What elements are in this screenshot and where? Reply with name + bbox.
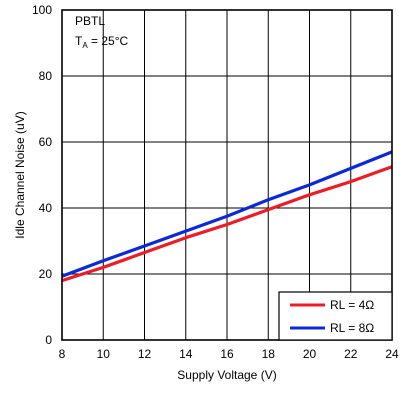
x-tick-label: 14: [179, 347, 193, 361]
tick-labels: 8 10 12 14 16 18 20 22 24 0 20 40 60 80 100: [32, 3, 399, 361]
legend: RL = 4Ω RL = 8Ω: [278, 291, 393, 341]
x-tick-label: 8: [59, 347, 66, 361]
y-axis-label: Idle Channel Noise (uV): [13, 111, 27, 238]
annotation-line-1: PBTL: [75, 14, 105, 28]
series-line-0: [61, 165, 393, 283]
x-tick-label: 12: [138, 347, 152, 361]
x-tick-label: 22: [344, 347, 358, 361]
annotation-subscript: A: [82, 41, 88, 50]
series-line-1: [61, 150, 393, 278]
annotation-t: T: [75, 34, 83, 48]
x-tick-label: 10: [97, 347, 111, 361]
legend-box: [278, 291, 393, 341]
annotation-line-2: TA = 25°C: [75, 34, 129, 50]
series-lines: [61, 150, 393, 283]
y-tick-label: 80: [39, 69, 53, 83]
plot-frame: [61, 9, 393, 341]
legend-label-8ohm: RL = 8Ω: [330, 321, 374, 335]
x-axis-label: Supply Voltage (V): [177, 368, 276, 382]
y-tick-label: 100: [32, 3, 52, 17]
legend-label-4ohm: RL = 4Ω: [330, 298, 374, 312]
y-tick-label: 0: [45, 333, 52, 347]
y-tick-label: 40: [39, 201, 53, 215]
annotation-rest: = 25°C: [88, 34, 129, 48]
x-tick-label: 16: [220, 347, 234, 361]
grid: [61, 9, 393, 341]
x-tick-label: 24: [385, 347, 399, 361]
x-tick-label: 18: [262, 347, 276, 361]
y-tick-label: 20: [39, 267, 53, 281]
x-tick-label: 20: [303, 347, 317, 361]
y-tick-label: 60: [39, 135, 53, 149]
